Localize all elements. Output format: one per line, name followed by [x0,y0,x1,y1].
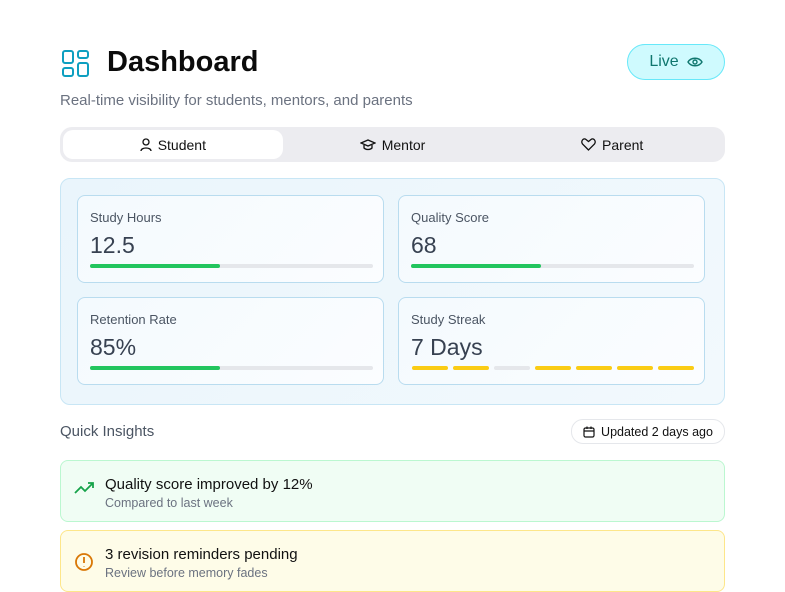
metric-value: 68 [411,232,437,258]
streak-day [412,366,448,370]
metric-card: Study Hours 12.5 [77,195,384,283]
live-badge[interactable]: Live [627,44,725,80]
tab-label: Mentor [381,136,426,153]
metric-value: 7 Days [411,334,483,360]
insight-title: 3 revision reminders pending [105,546,298,563]
metric-card: Study Streak 7 Days [398,297,705,385]
metric-value: 12.5 [90,232,135,258]
metric-label: Study Hours [90,210,162,225]
cap-icon [359,138,376,150]
metric-card: Quality Score 68 [398,195,705,283]
streak-day [535,366,571,370]
trend-icon [74,482,94,494]
updated-label: Updated 2 days ago [601,424,713,439]
calendar-icon [583,426,595,438]
insight-card: Quality score improved by 12% Compared t… [60,460,725,522]
streak-day [576,366,612,370]
updated-badge: Updated 2 days ago [571,419,725,444]
metric-label: Quality Score [411,210,490,225]
insight-card: 3 revision reminders pending Review befo… [60,530,725,592]
streak-day [617,366,653,370]
insight-title: Quality score improved by 12% [105,476,313,493]
dashboard-icon [62,50,89,77]
streak-day [453,366,489,370]
tab-label: Parent [602,136,644,153]
streak-day [658,366,694,370]
progress-track [90,264,373,268]
user-icon [140,137,152,151]
metric-card: Retention Rate 85% [77,297,384,385]
streak-day [494,366,530,370]
tab-student[interactable]: Student [63,130,283,159]
insight-detail: Compared to last week [105,496,233,510]
metric-label: Retention Rate [90,312,177,327]
progress-fill [411,264,541,268]
insight-detail: Review before memory fades [105,566,268,580]
alert-icon [75,553,93,571]
progress-track [411,264,694,268]
progress-track [90,366,373,370]
tab-mentor[interactable]: Mentor [283,130,503,159]
progress-fill [90,366,220,370]
eye-icon [686,57,703,67]
progress-fill [90,264,220,268]
live-label: Live [649,53,679,70]
page-title: Dashboard [107,46,259,78]
tab-label: Student [157,136,206,153]
tab-parent[interactable]: Parent [502,130,722,159]
role-tabs: Student Mentor Parent [60,127,725,162]
metric-value: 85% [90,334,137,360]
section-title: Quick Insights [60,423,155,440]
subtitle: Real-time visibility for students, mento… [60,92,413,109]
metric-label: Study Streak [411,312,486,327]
page: Dashboard Live Real-time visibility for … [60,44,725,592]
heart-icon [581,138,596,151]
